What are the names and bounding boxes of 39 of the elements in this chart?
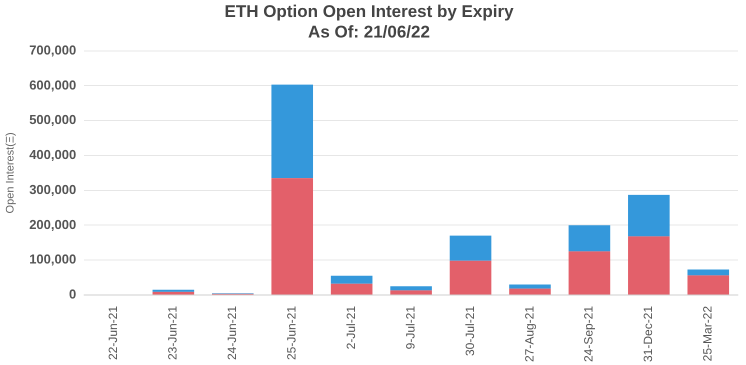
x-tick-label: 22-Jun-21	[106, 306, 120, 360]
x-tick-label: 25-Jun-21	[284, 306, 299, 360]
bar	[152, 292, 194, 294]
y-tick-label: 300,000	[29, 182, 76, 197]
bar	[450, 260, 492, 294]
y-tick-label: 500,000	[29, 112, 76, 128]
y-tick-label: 700,000	[29, 42, 76, 58]
x-tick-label: 30-Jul-21	[462, 306, 477, 356]
y-tick-label: 400,000	[29, 147, 76, 162]
x-tick-label: 25-Mar-22	[700, 306, 715, 362]
bar	[390, 290, 432, 294]
bar	[509, 284, 551, 289]
x-tick-label: 24-Jun-21	[225, 306, 240, 360]
bar	[687, 270, 730, 276]
chart-subtitle: As Of: 21/06/22	[308, 22, 430, 42]
bar	[509, 288, 551, 294]
x-tick-label: 9-Jul-21	[403, 306, 418, 350]
bar	[628, 236, 670, 294]
y-tick-label: 200,000	[29, 216, 76, 232]
bar	[568, 251, 610, 294]
bar	[450, 236, 492, 261]
x-tick-label: 27-Aug-21	[522, 306, 536, 362]
bar	[628, 194, 670, 236]
bar	[390, 286, 432, 290]
x-tick-label: 24-Sep-21	[582, 306, 596, 362]
x-tick-label: 31-Dec-21	[641, 306, 656, 362]
x-tick-label: 2-Jul-21	[344, 306, 358, 350]
bar	[568, 225, 610, 252]
y-tick-label: 0	[68, 286, 76, 302]
y-axis-title: Open Interest(Ξ)	[4, 132, 17, 214]
bar	[271, 84, 314, 178]
bar	[330, 284, 372, 294]
bar	[687, 275, 730, 294]
y-tick-label: 600,000	[29, 77, 76, 92]
bar	[330, 276, 372, 284]
x-tick-label: 23-Jun-21	[166, 306, 180, 360]
chart-title: ETH Option Open Interest by Expiry	[224, 2, 514, 21]
y-tick-label: 100,000	[29, 252, 76, 267]
bar	[271, 178, 314, 294]
